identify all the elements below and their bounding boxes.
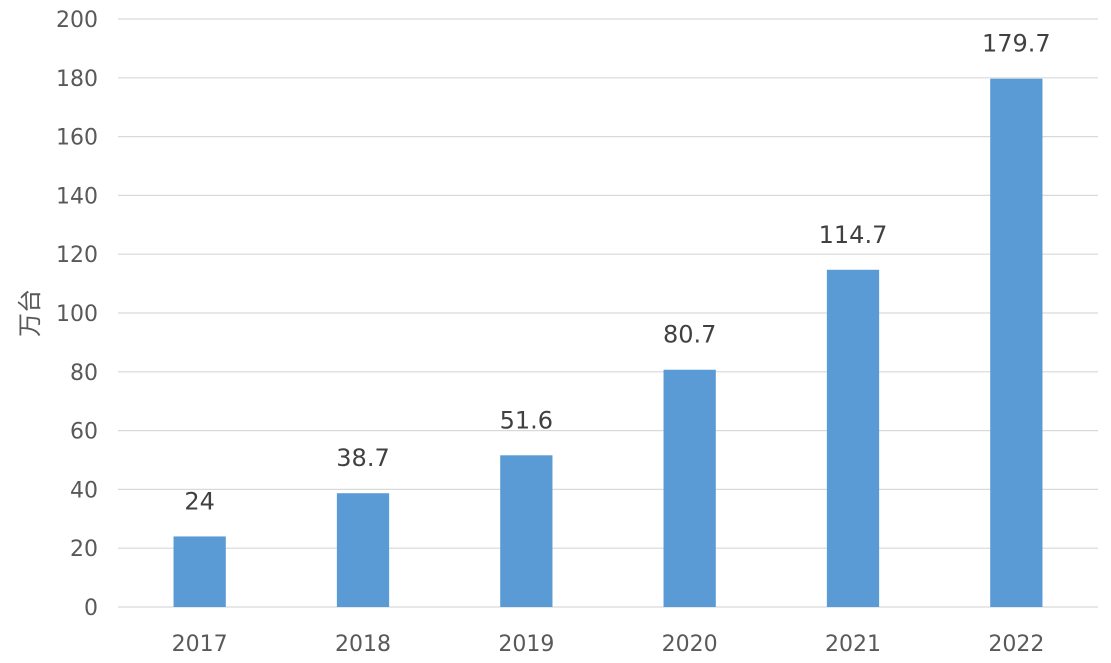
bar xyxy=(990,78,1043,607)
y-tick-label: 0 xyxy=(84,596,98,621)
data-label: 179.7 xyxy=(982,30,1051,58)
data-label: 24 xyxy=(184,487,215,515)
y-tick-label: 120 xyxy=(56,243,98,268)
bar xyxy=(500,455,553,607)
bar xyxy=(336,493,390,607)
x-axis-ticks: 2017 2018 2019 2020 2021 2022 xyxy=(172,632,1045,657)
y-tick-label: 200 xyxy=(56,8,98,33)
y-axis-ticks: 0 20 40 60 80 100 120 140 160 180 200 xyxy=(56,8,98,621)
x-tick-label: 2017 xyxy=(172,632,228,657)
y-tick-label: 80 xyxy=(70,361,98,386)
bar xyxy=(663,369,716,607)
y-tick-label: 100 xyxy=(56,302,98,327)
y-tick-label: 60 xyxy=(70,420,98,445)
y-tick-label: 180 xyxy=(56,67,98,92)
data-label: 51.6 xyxy=(500,406,553,434)
data-labels: 24 38.7 51.6 80.7 114.7 179.7 xyxy=(184,30,1050,516)
x-tick-label: 2020 xyxy=(662,632,718,657)
y-tick-label: 140 xyxy=(56,184,98,209)
data-label: 38.7 xyxy=(336,444,389,472)
y-tick-label: 20 xyxy=(70,537,98,562)
y-tick-label: 40 xyxy=(70,478,98,503)
grid-lines xyxy=(118,18,1098,608)
x-tick-label: 2022 xyxy=(988,632,1044,657)
x-tick-label: 2019 xyxy=(498,632,554,657)
bar xyxy=(826,269,880,607)
y-axis-title: 万台 xyxy=(16,289,44,337)
data-label: 114.7 xyxy=(819,221,888,249)
bar xyxy=(173,536,226,607)
bars xyxy=(173,78,1043,607)
y-tick-label: 160 xyxy=(56,126,98,151)
x-tick-label: 2018 xyxy=(335,632,391,657)
data-label: 80.7 xyxy=(663,321,716,349)
x-tick-label: 2021 xyxy=(825,632,881,657)
